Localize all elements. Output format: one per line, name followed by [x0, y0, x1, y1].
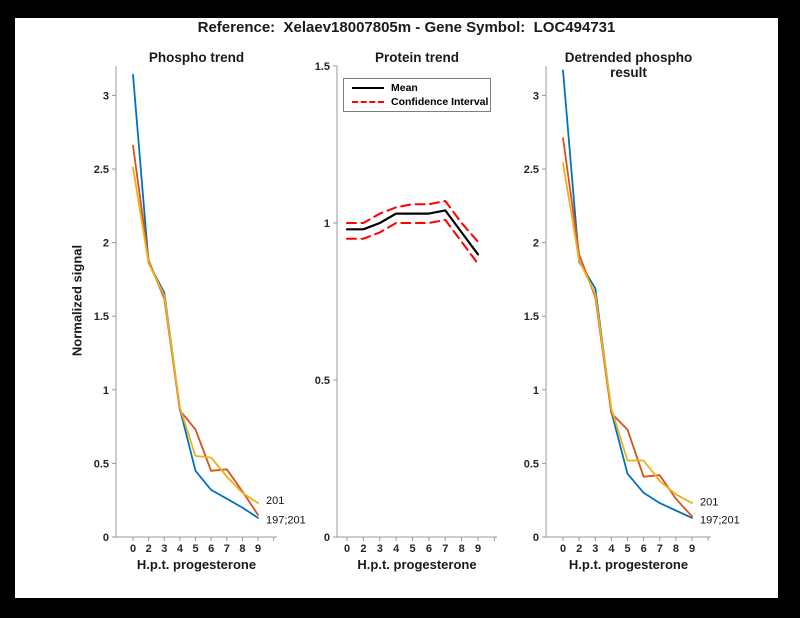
- y-tick-label: 1: [103, 385, 109, 397]
- series-line-confidence-interval-upper: [346, 200, 479, 243]
- x-tick-label: 4: [608, 543, 615, 555]
- plot-title-protein-trend: Protein trend: [374, 50, 459, 65]
- x-tick-label: 4: [393, 543, 400, 555]
- y-tick-label: 2.5: [524, 164, 539, 176]
- x-tick-label: 0: [560, 543, 566, 555]
- series-line-mean: [345, 209, 480, 256]
- x-axis-label-detrended: H.p.t. progesterone: [568, 557, 689, 572]
- y-tick-label: 2.5: [94, 164, 109, 176]
- x-tick-label: 9: [475, 543, 481, 555]
- y-tick-label: 1.5: [94, 311, 109, 323]
- plot-title-phospho-trend: Phospho trend: [148, 50, 245, 65]
- x-tick-label: 3: [161, 543, 167, 555]
- series-line-confidence-interval-lower: [346, 218, 479, 265]
- legend-label-mean: Mean: [391, 81, 418, 94]
- series-end-label: 197;201: [700, 514, 740, 526]
- y-tick-label: 2: [103, 238, 109, 250]
- y-tick-label: 0: [533, 532, 539, 544]
- y-tick-label: 0.5: [315, 375, 330, 387]
- x-tick-label: 5: [409, 543, 415, 555]
- legend-label-confidence-interval: Confidence Interval: [391, 95, 489, 108]
- y-tick-label: 0: [103, 532, 109, 544]
- y-tick-label: 2: [533, 238, 539, 250]
- x-tick-label: 8: [673, 543, 679, 555]
- x-tick-label: 0: [130, 543, 136, 555]
- y-tick-label: 0.5: [94, 458, 109, 470]
- x-tick-label: 2: [146, 543, 152, 555]
- legend-entry-confidence-interval: Confidence Interval: [344, 97, 490, 108]
- series-line-201: [132, 166, 259, 505]
- y-tick-label: 1.5: [315, 61, 330, 73]
- x-tick-label: 3: [377, 543, 383, 555]
- x-tick-label: 0: [344, 543, 350, 555]
- x-tick-label: 9: [255, 543, 261, 555]
- x-axis-label-protein: H.p.t. progesterone: [357, 557, 477, 572]
- mean-line-sample-icon: [352, 86, 384, 89]
- y-tick-label: 3: [533, 90, 539, 102]
- series-end-label: 201: [266, 495, 284, 507]
- legend-entry-mean: Mean: [344, 83, 490, 94]
- protein-trend-plot: 0 2 3 4 5 6 7 8 900.511.5: [315, 61, 497, 555]
- figure-title: Reference: Xelaev18007805m - Gene Symbol…: [197, 19, 616, 36]
- figure-canvas: Reference: Xelaev18007805m - Gene Symbol…: [15, 18, 778, 598]
- y-tick-label: 0: [324, 532, 330, 544]
- x-tick-label: 5: [624, 543, 630, 555]
- x-tick-label: 7: [224, 543, 230, 555]
- x-axis-label-phospho: H.p.t. progesterone: [136, 557, 257, 572]
- series-end-label: 201: [700, 497, 718, 509]
- x-tick-label: 3: [592, 543, 598, 555]
- x-tick-label: 9: [689, 543, 695, 555]
- x-tick-label: 8: [239, 543, 245, 555]
- x-tick-label: 4: [177, 543, 184, 555]
- legend-box: Mean Confidence Interval: [343, 78, 491, 112]
- series-line-197-201: [562, 69, 693, 519]
- x-tick-label: 6: [208, 543, 214, 555]
- x-tick-label: 2: [576, 543, 582, 555]
- y-tick-label: 1: [324, 218, 330, 230]
- y-tick-label: 0.5: [524, 458, 539, 470]
- x-tick-label: 6: [641, 543, 647, 555]
- series-line-201: [562, 162, 693, 505]
- x-tick-label: 6: [426, 543, 432, 555]
- series-end-label: 197;201: [266, 514, 306, 526]
- y-tick-label: 1: [533, 385, 539, 397]
- x-tick-label: 7: [442, 543, 448, 555]
- confidence-interval-line-sample-icon: [352, 101, 384, 104]
- y-tick-label: 1.5: [524, 311, 539, 323]
- x-tick-label: 8: [459, 543, 465, 555]
- x-tick-label: 2: [360, 543, 366, 555]
- x-tick-label: 7: [657, 543, 663, 555]
- x-tick-label: 5: [192, 543, 198, 555]
- plot-title-detrended-phospho-result: Detrended phospho result: [564, 50, 693, 80]
- y-tick-label: 3: [103, 90, 109, 102]
